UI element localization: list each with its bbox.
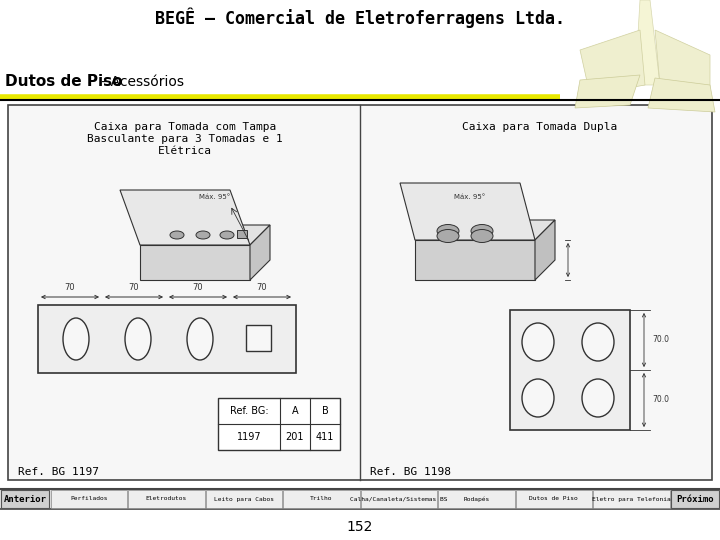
Text: Próximo: Próximo xyxy=(676,495,714,503)
Text: A: A xyxy=(292,406,298,416)
Ellipse shape xyxy=(187,318,213,360)
Bar xyxy=(237,230,247,238)
Bar xyxy=(283,490,359,508)
Bar xyxy=(8,105,712,480)
Ellipse shape xyxy=(471,230,493,242)
Text: Caixa para Tomada com Tampa: Caixa para Tomada com Tampa xyxy=(94,122,276,132)
Ellipse shape xyxy=(196,231,210,239)
Text: 70.0: 70.0 xyxy=(652,395,669,404)
Text: Eletrodutos: Eletrodutos xyxy=(145,496,187,502)
Ellipse shape xyxy=(63,318,89,360)
Text: Rodapés: Rodapés xyxy=(463,496,490,502)
Text: Calha/Canaleta/Sistemas BS: Calha/Canaleta/Sistemas BS xyxy=(350,496,448,502)
Text: - Acessórios: - Acessórios xyxy=(97,75,184,89)
Polygon shape xyxy=(415,220,555,240)
Text: 201: 201 xyxy=(286,432,305,442)
Text: 70: 70 xyxy=(257,283,267,292)
Text: Dutos de Piso: Dutos de Piso xyxy=(5,75,122,90)
Bar xyxy=(593,490,670,508)
Polygon shape xyxy=(140,225,270,245)
Bar xyxy=(218,398,340,450)
Text: Dutos de Piso: Dutos de Piso xyxy=(529,496,578,502)
Text: Máx. 95°: Máx. 95° xyxy=(454,194,485,200)
Text: Eletro para Telefonia: Eletro para Telefonia xyxy=(592,496,670,502)
Polygon shape xyxy=(120,190,250,245)
Polygon shape xyxy=(400,183,535,240)
Bar xyxy=(510,310,630,430)
Bar xyxy=(361,490,437,508)
Ellipse shape xyxy=(437,230,459,242)
Bar xyxy=(1,490,49,508)
Bar xyxy=(438,490,515,508)
Text: Ref. BG:: Ref. BG: xyxy=(230,406,269,416)
Polygon shape xyxy=(140,245,250,280)
Ellipse shape xyxy=(220,231,234,239)
Ellipse shape xyxy=(125,318,151,360)
Ellipse shape xyxy=(522,323,554,361)
Bar xyxy=(671,490,719,508)
Text: Caixa para Tomada Dupla: Caixa para Tomada Dupla xyxy=(462,122,618,132)
Text: 70: 70 xyxy=(129,283,139,292)
Ellipse shape xyxy=(170,231,184,239)
Bar xyxy=(246,325,271,351)
Polygon shape xyxy=(575,75,640,108)
Text: Ref. BG 1198: Ref. BG 1198 xyxy=(370,467,451,477)
Text: 70.0: 70.0 xyxy=(652,335,669,345)
Bar xyxy=(38,305,296,373)
Ellipse shape xyxy=(582,323,614,361)
Text: Máx. 95°: Máx. 95° xyxy=(199,194,230,200)
Polygon shape xyxy=(250,225,270,280)
Ellipse shape xyxy=(522,379,554,417)
Polygon shape xyxy=(648,78,715,112)
Text: 411: 411 xyxy=(316,432,334,442)
Text: Elétrica: Elétrica xyxy=(158,146,212,156)
Ellipse shape xyxy=(437,225,459,238)
Text: 152: 152 xyxy=(347,520,373,534)
Text: 70: 70 xyxy=(65,283,76,292)
Polygon shape xyxy=(635,0,660,85)
Text: Leito para Cabos: Leito para Cabos xyxy=(214,496,274,502)
Ellipse shape xyxy=(582,379,614,417)
Bar xyxy=(205,490,282,508)
Polygon shape xyxy=(415,240,535,280)
Text: 70: 70 xyxy=(193,283,203,292)
Bar xyxy=(516,490,592,508)
Polygon shape xyxy=(535,220,555,280)
Text: B: B xyxy=(322,406,328,416)
Text: Perfilados: Perfilados xyxy=(70,496,107,502)
Text: Trilho: Trilho xyxy=(310,496,333,502)
Text: Basculante para 3 Tomadas e 1: Basculante para 3 Tomadas e 1 xyxy=(87,134,283,144)
Polygon shape xyxy=(655,30,710,100)
Bar xyxy=(128,490,204,508)
Bar xyxy=(50,490,127,508)
Text: 1197: 1197 xyxy=(237,432,261,442)
Text: BEGÊ – Comercial de Eletroferragens Ltda.: BEGÊ – Comercial de Eletroferragens Ltda… xyxy=(155,8,565,28)
Ellipse shape xyxy=(471,225,493,238)
Polygon shape xyxy=(580,30,645,95)
Text: Anterior: Anterior xyxy=(4,495,47,503)
Text: Ref. BG 1197: Ref. BG 1197 xyxy=(18,467,99,477)
Bar xyxy=(0,489,720,509)
